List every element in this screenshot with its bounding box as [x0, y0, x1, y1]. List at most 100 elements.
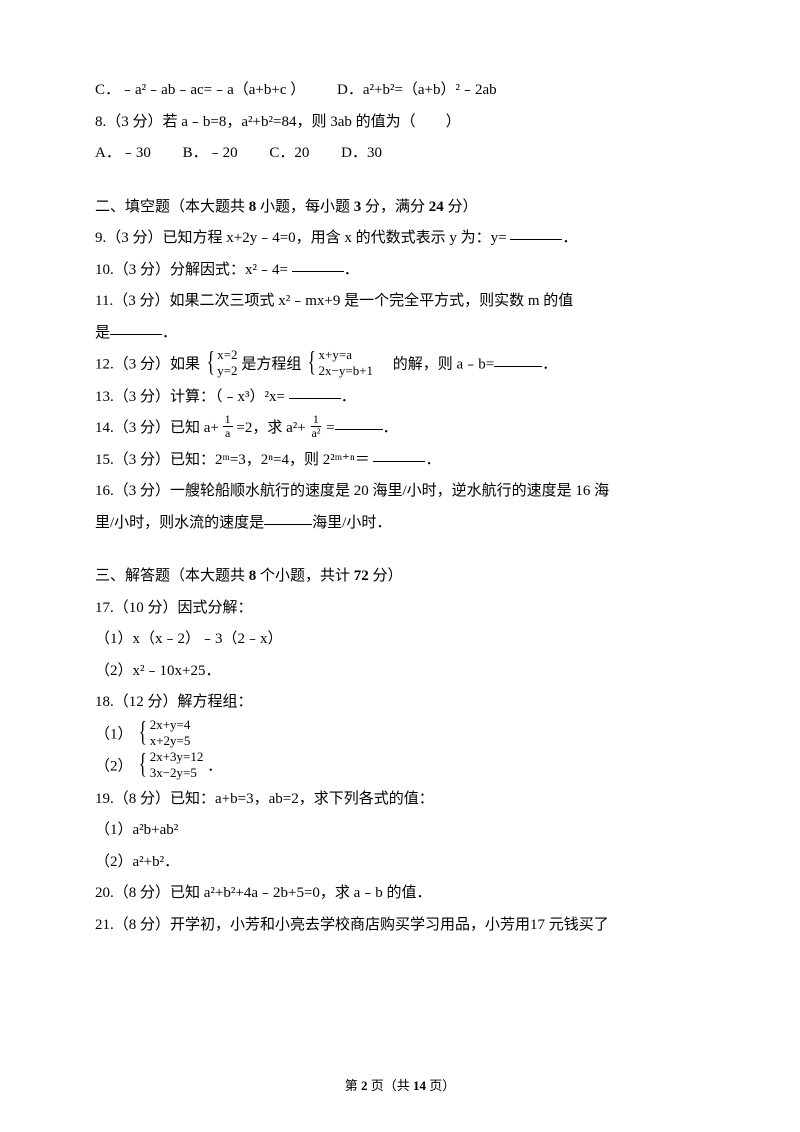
sec3-total: 72: [354, 568, 369, 584]
q15-blank: [373, 446, 425, 462]
footer-post: 页）: [429, 1078, 455, 1093]
q10-text: 10.（3 分）分解因式：x²﹣4=: [95, 262, 288, 278]
sec2-pts: 3: [354, 199, 362, 215]
q12-period: ．: [542, 357, 557, 373]
q18-2-period: ．: [207, 759, 222, 775]
sec2-count: 8: [249, 199, 257, 215]
q14-frac1: 1 a: [223, 413, 233, 439]
sec2-mid1: 小题，每小题: [260, 199, 350, 215]
q20: 20.（8 分）已知 a²+b²+4a﹣2b+5=0，求 a﹣b 的值．: [95, 878, 705, 910]
q18-2-label: （2）: [95, 759, 133, 775]
sec3-tail: 分）: [373, 568, 403, 584]
q14-f1-den: a: [223, 427, 232, 440]
q12-sys1-r2: y=2: [217, 363, 237, 379]
q21: 21.（8 分）开学初，小芳和小亮去学校商店购买学习用品，小芳用17 元钱买了: [95, 910, 705, 942]
q9-text: 9.（3 分）已知方程 x+2y﹣4=0，用含 x 的代数式表示 y 为：y=: [95, 230, 507, 246]
q12-blank: [494, 351, 542, 367]
brace-icon: {: [206, 349, 214, 377]
q18: 18.（12 分）解方程组：: [95, 687, 705, 719]
q7-options-cd: C．﹣a²﹣ab﹣ac=﹣a（a+b+c ） D．a²+b²=（a+b）²﹣2a…: [95, 75, 705, 107]
q19-part2: （2）a²+b²．: [95, 847, 705, 879]
q18-2-r1: 2x+3y=12: [150, 749, 204, 765]
q13: 13.（3 分）计算：（﹣x³）²x= ．: [95, 382, 705, 414]
q8-option-d: D．30: [341, 145, 382, 161]
q18-1-label: （1）: [95, 726, 133, 742]
q19: 19.（8 分）已知：a+b=3，ab=2，求下列各式的值：: [95, 784, 705, 816]
sec2-text: 二、填空题（本大题共: [95, 199, 245, 215]
section-3-title: 三、解答题（本大题共 8 个小题，共计 72 分）: [95, 561, 705, 593]
q15: 15.（3 分）已知：2ᵐ=3，2ⁿ=4，则 2²ᵐ⁺ⁿ＝ ．: [95, 445, 705, 477]
q12-system1: { x=2 y=2: [204, 347, 238, 380]
q12: 12.（3 分）如果 { x=2 y=2 是方程组 { x+y=a 2x−y=b…: [95, 349, 705, 382]
q10: 10.（3 分）分解因式：x²﹣4= ．: [95, 255, 705, 287]
q18-1-r2: x+2y=5: [150, 733, 191, 749]
q14-f1-num: 1: [223, 413, 233, 427]
q14-frac2: 1 a²: [309, 413, 322, 439]
q13-period: ．: [341, 389, 356, 405]
q12-system2: { x+y=a 2x−y=b+1: [305, 347, 373, 380]
q18-1-system: { 2x+y=4 x+2y=5: [136, 717, 190, 750]
brace-icon: {: [139, 719, 147, 747]
q10-period: ．: [344, 262, 359, 278]
q12-mid: 是方程组: [241, 357, 301, 373]
sec3-text: 三、解答题（本大题共: [95, 568, 245, 584]
q18-2-system: { 2x+3y=12 3x−2y=5: [136, 749, 203, 782]
q16-blank: [264, 509, 312, 525]
q11-line1: 11.（3 分）如果二次三项式 x²﹣mx+9 是一个完全平方式，则实数 m 的…: [95, 286, 705, 318]
q17: 17.（10 分）因式分解：: [95, 593, 705, 625]
q13-blank: [289, 383, 341, 399]
q12-sys2-r2: 2x−y=b+1: [319, 363, 374, 379]
q16-post: 海里/小时．: [312, 515, 391, 531]
q14-eq: =: [326, 420, 334, 436]
q11-line2: 是．: [95, 318, 705, 350]
q16-pre: 里/小时，则水流的速度是: [95, 515, 264, 531]
footer-mid: 页（共: [371, 1078, 410, 1093]
q12-post: 的解，则 a﹣b=: [393, 357, 494, 373]
q18-part2: （2） { 2x+3y=12 3x−2y=5 ．: [95, 751, 705, 784]
page-container: C．﹣a²﹣ab﹣ac=﹣a（a+b+c ） D．a²+b²=（a+b）²﹣2a…: [0, 0, 800, 1132]
q11-blank: [110, 319, 162, 335]
q14-period: ．: [383, 420, 398, 436]
q14-f2-den: a²: [309, 427, 322, 440]
q7-option-d: D．a²+b²=（a+b）²﹣2ab: [337, 82, 497, 98]
q8-options: A．﹣30 B．﹣20 C．20 D．30: [95, 138, 705, 170]
q18-2-r2: 3x−2y=5: [150, 765, 204, 781]
q11-period: ．: [162, 325, 177, 341]
sec3-count: 8: [249, 568, 257, 584]
q15-period: ．: [425, 452, 440, 468]
q10-blank: [292, 256, 344, 272]
sec2-tail: 分）: [448, 199, 478, 215]
q18-part1: （1） { 2x+y=4 x+2y=5: [95, 719, 705, 752]
sec3-mid: 个小题，共计: [260, 568, 350, 584]
sec2-mid2: 分，满分: [365, 199, 425, 215]
q8-option-c: C．20: [269, 145, 309, 161]
q8-stem: 8.（3 分）若 a﹣b=8，a²+b²=84，则 3ab 的值为（ ）: [95, 107, 705, 139]
q8-option-b: B．﹣20: [183, 145, 238, 161]
footer-pre: 第: [345, 1078, 358, 1093]
q14-pre: 14.（3 分）已知 a+: [95, 420, 219, 436]
q17-part2: （2）x²﹣10x+25．: [95, 656, 705, 688]
q12-sys2-r1: x+y=a: [319, 347, 374, 363]
q9-blank: [510, 224, 562, 240]
q13-text: 13.（3 分）计算：（﹣x³）²x=: [95, 389, 285, 405]
q17-part1: （1）x（x﹣2）﹣3（2﹣x）: [95, 624, 705, 656]
q8-option-a: A．﹣30: [95, 145, 151, 161]
page-footer: 第 2 页（共 14 页）: [0, 1075, 800, 1094]
brace-icon: {: [308, 349, 316, 377]
q15-text: 15.（3 分）已知：2ᵐ=3，2ⁿ=4，则 2²ᵐ⁺ⁿ＝: [95, 452, 370, 468]
q16-line1: 16.（3 分）一艘轮船顺水航行的速度是 20 海里/小时，逆水航行的速度是 1…: [95, 476, 705, 508]
q9-period: ．: [562, 230, 577, 246]
q14-mid: =2，求 a²+: [236, 420, 305, 436]
q14-f2-num: 1: [311, 413, 321, 427]
q14-blank: [335, 414, 383, 430]
q11-shi: 是: [95, 325, 110, 341]
section-2-title: 二、填空题（本大题共 8 小题，每小题 3 分，满分 24 分）: [95, 192, 705, 224]
sec2-total: 24: [429, 199, 444, 215]
q7-option-c: C．﹣a²﹣ab﹣ac=﹣a（a+b+c ）: [95, 82, 305, 98]
footer-total: 14: [413, 1078, 426, 1093]
q18-1-r1: 2x+y=4: [150, 717, 191, 733]
brace-icon: {: [139, 751, 147, 779]
q14: 14.（3 分）已知 a+ 1 a =2，求 a²+ 1 a² = ．: [95, 413, 705, 445]
q12-pre: 12.（3 分）如果: [95, 357, 200, 373]
footer-cur: 2: [361, 1078, 368, 1093]
